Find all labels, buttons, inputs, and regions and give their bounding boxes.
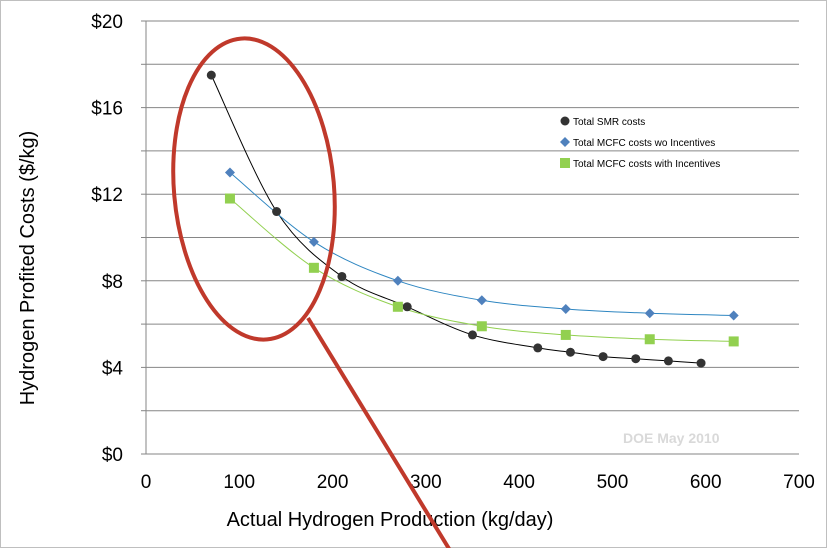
x-tick-label: 600: [690, 472, 722, 493]
y-tick-label: $8: [102, 272, 123, 293]
source-note: DOE May 2010: [623, 430, 720, 446]
x-tick-label: 300: [410, 472, 442, 493]
highlight-ellipse: [171, 36, 337, 342]
data-point-series-1: [696, 358, 706, 368]
y-tick-label: $12: [91, 185, 123, 206]
data-point-series-3: [728, 336, 739, 347]
data-point-series-2: [560, 303, 571, 314]
legend-marker-series-3: [560, 158, 570, 168]
data-point-series-3: [644, 334, 655, 345]
legend-marker-series-1: [560, 116, 570, 126]
data-point-series-1: [533, 343, 543, 353]
pointer-line: [306, 316, 451, 548]
x-tick-label: 400: [503, 472, 535, 493]
data-point-series-1: [565, 347, 575, 357]
data-point-series-1: [598, 352, 608, 362]
legend: Total SMR costs Total MCFC costs wo Incen…: [560, 116, 720, 170]
data-point-series-2: [392, 275, 403, 286]
data-point-series-1: [206, 70, 216, 80]
data-point-series-3: [224, 193, 235, 204]
data-point-series-1: [631, 354, 641, 364]
data-point-series-1: [337, 271, 347, 281]
x-tick-label: 500: [597, 472, 629, 493]
x-tick-label: 0: [141, 472, 152, 493]
y-axis-title: Hydrogen Profited Costs ($/kg): [17, 131, 39, 406]
legend-marker-series-2: [560, 137, 570, 147]
data-point-series-2: [728, 310, 739, 321]
data-point-series-1: [272, 207, 282, 217]
data-point-series-1: [402, 302, 412, 312]
x-tick-label: 700: [783, 472, 815, 493]
x-tick-label: 100: [223, 472, 255, 493]
data-point-series-3: [308, 262, 319, 273]
data-point-series-3: [560, 329, 571, 340]
legend-label-series-2: Total MCFC costs wo Incentives: [573, 138, 715, 149]
data-point-series-3: [392, 301, 403, 312]
x-tick-label: 200: [317, 472, 349, 493]
y-tick-label: $16: [91, 99, 123, 120]
y-tick-label: $0: [102, 445, 123, 466]
data-point-series-1: [663, 356, 673, 366]
data-point-series-2: [476, 295, 487, 306]
data-points: [206, 70, 739, 368]
legend-label-series-3: Total MCFC costs with Incentives: [573, 159, 720, 170]
data-point-series-3: [476, 321, 487, 332]
highlight-annotation: [171, 36, 451, 548]
x-axis-title: Actual Hydrogen Production (kg/day): [227, 509, 554, 531]
y-tick-label: $20: [91, 12, 123, 33]
y-tick-labels: $0 $4 $8 $12 $16 $20: [91, 12, 146, 466]
data-point-series-2: [308, 236, 319, 247]
x-tick-labels: 0 100 200 300 400 500 600 700: [141, 472, 815, 493]
y-tick-label: $4: [102, 358, 124, 379]
data-point-series-2: [644, 308, 655, 319]
legend-label-series-1: Total SMR costs: [573, 117, 645, 128]
data-point-series-2: [224, 167, 235, 178]
data-point-series-1: [468, 330, 477, 340]
